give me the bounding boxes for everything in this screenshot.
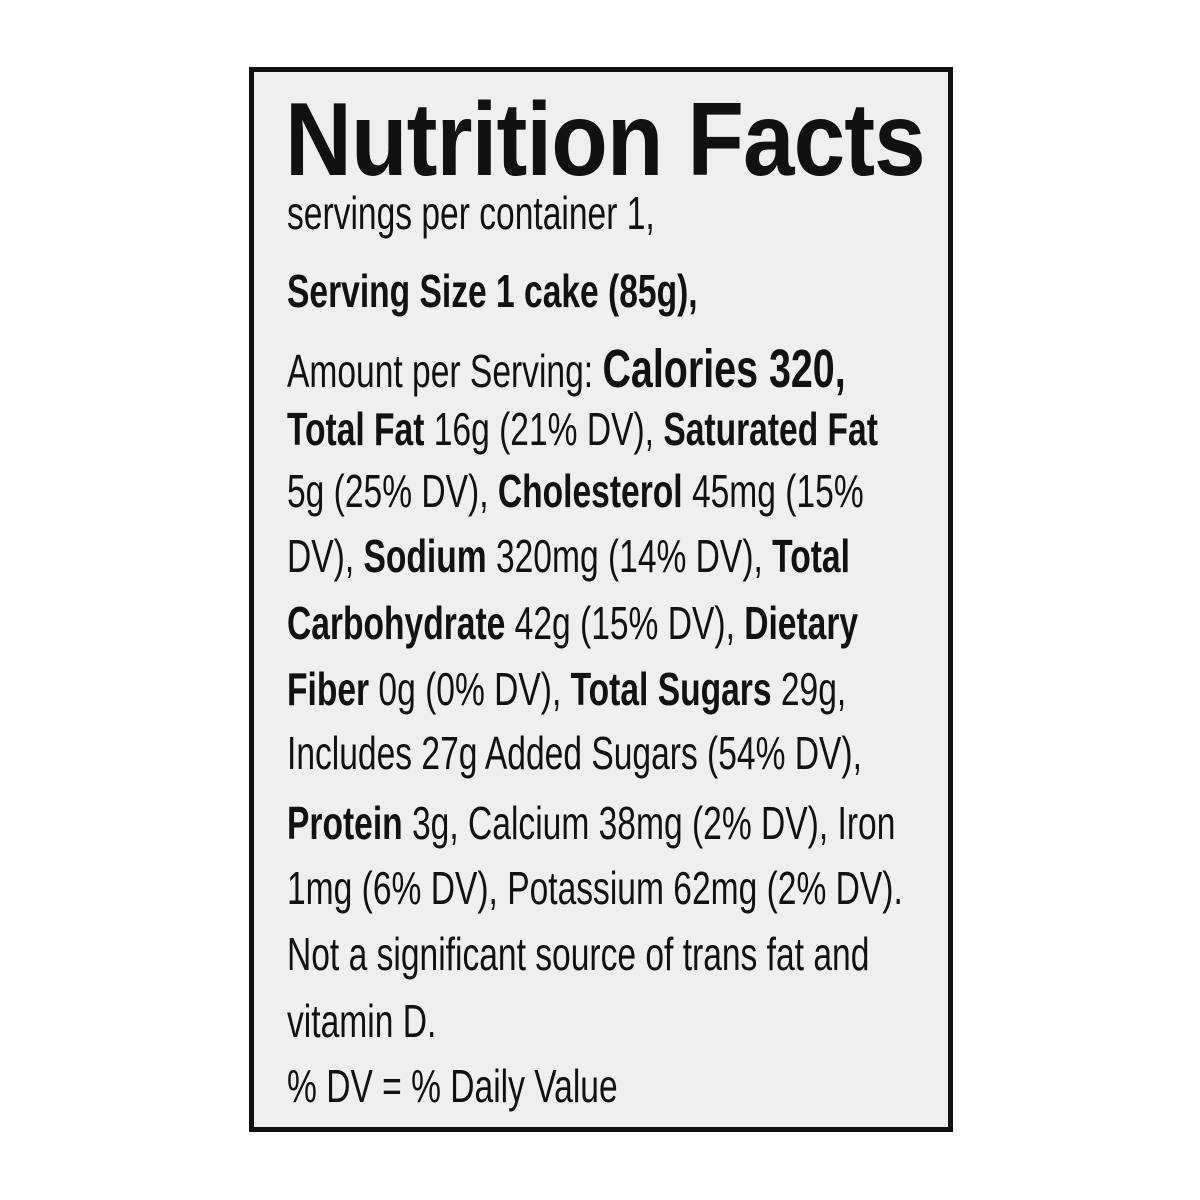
nutrient-value: Amount per Serving: <box>287 345 603 397</box>
nutrient-name: Total <box>772 530 850 582</box>
nutrient-name: Total Sugars <box>570 663 772 715</box>
nutrient-value: 42g (15% DV), <box>505 597 745 649</box>
nutrient-value: % DV = % Daily Value <box>287 1060 618 1112</box>
nutrient-name: Cholesterol <box>497 465 683 517</box>
label-line: DV), Sodium 320mg (14% DV), Total <box>287 533 850 579</box>
nutrient-value: 45mg (15% <box>682 465 864 517</box>
label-line: Total Fat 16g (21% DV), Saturated Fat <box>287 406 878 452</box>
nutrient-value: 320mg (14% DV), <box>486 530 773 582</box>
nutrient-value: Includes 27g Added Sugars (54% DV), <box>287 727 862 779</box>
label-line: Includes 27g Added Sugars (54% DV), <box>287 730 862 776</box>
nutrient-value: 29g, <box>771 663 847 715</box>
label-line: % DV = % Daily Value <box>287 1063 618 1109</box>
nutrient-value: DV), <box>287 530 364 582</box>
label-line: Not a significant source of trans fat an… <box>287 931 869 977</box>
nutrient-name: Sodium <box>363 530 487 582</box>
nutrient-value: Not a significant source of trans fat an… <box>287 928 870 980</box>
nutrient-value: 5g (25% DV), <box>287 465 498 517</box>
nutrient-value: 0g (0% DV), <box>369 663 571 715</box>
label-line: vitamin D. <box>287 998 436 1044</box>
nutrient-name: Serving Size 1 cake (85g), <box>287 265 698 317</box>
label-line: Amount per Serving: Calories 320, <box>287 342 846 396</box>
nutrient-name: Dietary <box>744 597 859 649</box>
label-line: Carbohydrate 42g (15% DV), Dietary <box>287 600 858 646</box>
label-line: servings per container 1, <box>287 190 655 236</box>
nutrient-value: 1mg (6% DV), Potassium 62mg (2% DV). <box>287 862 903 914</box>
label-line: Protein 3g, Calcium 38mg (2% DV), Iron <box>287 800 895 846</box>
nutrient-value: vitamin D. <box>287 995 437 1047</box>
label-line: Serving Size 1 cake (85g), <box>287 268 698 314</box>
nutrient-name: Calories 320, <box>602 339 846 399</box>
nutrient-value: servings per container 1, <box>287 187 655 239</box>
nutrient-name: Fiber <box>287 663 370 715</box>
nutrient-name: Carbohydrate <box>287 597 506 649</box>
nutrient-name: Total Fat <box>287 403 425 455</box>
nutrient-name: Saturated Fat <box>663 403 878 455</box>
nutrition-facts-title: Nutrition Facts <box>285 82 926 198</box>
label-line: 1mg (6% DV), Potassium 62mg (2% DV). <box>287 865 903 911</box>
label-line: Fiber 0g (0% DV), Total Sugars 29g, <box>287 666 846 712</box>
nutrient-value: 16g (21% DV), <box>424 403 664 455</box>
label-line: 5g (25% DV), Cholesterol 45mg (15% <box>287 468 864 514</box>
nutrition-label-panel <box>249 67 953 1132</box>
nutrient-name: Protein <box>287 797 403 849</box>
nutrient-value: 3g, Calcium 38mg (2% DV), Iron <box>402 797 896 849</box>
